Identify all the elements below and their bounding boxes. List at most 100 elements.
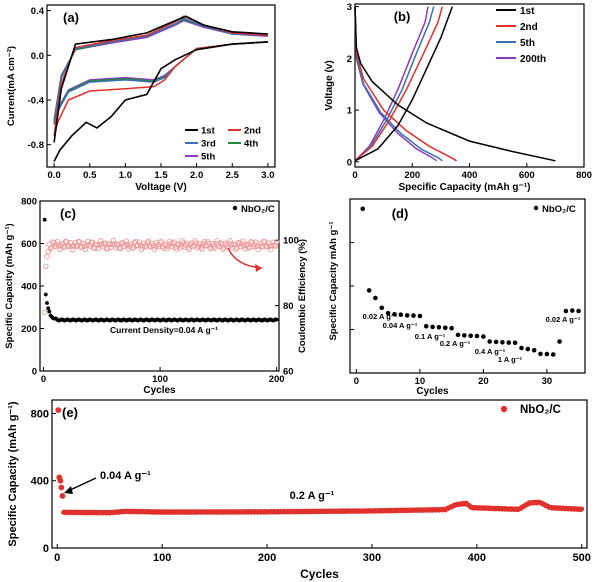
panel-e-point [57,477,64,484]
panel-d-point [360,206,366,212]
panel-c-y2label: Coulombic Efficiency (%) [297,239,308,353]
panel-c-efficiency-point [233,246,239,252]
panel-c-ytick-label: 400 [21,282,37,293]
panel-b-xtick-label: 200 [404,170,420,181]
panel-c-efficiency-point [164,246,170,252]
panel-e-point [58,484,65,491]
panel-d-point [449,325,454,331]
panel-a-xtick-label: 2.0 [190,170,203,181]
panel-b-xlabel: Specific Capacity (mAh g⁻¹) [399,182,531,193]
panel-d-rate-label: 0.02 A g⁻¹ [546,315,581,324]
panel-c-efficiency-point [44,253,50,260]
panel-d-point [512,340,518,346]
panel-c-efficiency-point [158,238,164,245]
panel-c-efficiency-point [97,238,104,244]
panel-c-efficiency-point [94,242,100,249]
panel-d-point [373,295,378,301]
panel-d-rate-label: 0.04 A g⁻¹ [383,321,418,330]
panel-b-frame [354,3,585,168]
panel-e-xtick-label: 300 [363,552,381,564]
panel-c-capacity-point [274,317,279,322]
panel-c-efficiency-point [241,243,247,249]
panel-c-annotation: Current Density=0.04 A g⁻¹ [110,325,218,335]
panel-c-efficiency-point [189,243,196,250]
panel-b-xtick-label: 600 [519,170,535,181]
panel-d-point [481,334,486,339]
panel-d-xtick-label: 0 [354,376,359,387]
panel-d-xtick-label: 30 [542,376,553,387]
panel-c-efficiency-point [245,245,252,251]
panel-d-point [468,333,474,339]
panel-d-xtick-label: 10 [415,376,426,387]
panel-e-legend-label: NbO₂/C [520,404,561,416]
panel-d-ylabel: Specific Capacity mAh g⁻¹ [328,221,339,340]
panel-a-legend-label: 2nd [244,126,261,137]
panel-a-ytick-label: -0.8 [28,140,44,151]
panel-b-series-3-charge [354,6,429,162]
panel-c-efficiency-point [269,242,275,249]
panel-d-point [538,351,543,357]
panel-c-efficiency-point [48,244,55,251]
panel-b-ytick-label: 2 [347,54,352,65]
panel-a-xtick-label: 0.0 [48,170,61,181]
panel-c-efficiency-point [167,240,174,247]
panel-b-legend-label: 5th [520,38,535,49]
panel-d-point [525,346,531,352]
panel-c-efficiency-point [135,242,141,249]
panel-c-ytick-label: 800 [21,197,37,208]
panel-a-xlabel: Voltage (V) [135,182,186,193]
panel-c-efficiency-point [43,263,49,270]
panel-d-point [443,325,448,331]
panel-b-legend-label: 1st [520,6,535,17]
panel-c-efficiency-point [83,242,90,249]
panel-b-series-2-charge [354,6,435,162]
panel-c-efficiency-point [242,246,248,252]
panel-e-frame [51,399,588,549]
panel-c-arrowhead [255,264,262,272]
panel-e-arrow [67,477,97,492]
panel-b-ytick-label: 0 [347,157,352,168]
panel-d-point [392,312,397,317]
panel-b-ytick-label: 1 [347,106,353,117]
panel-c-efficiency-point [41,309,48,315]
panel-e-xtick-label: 0 [54,552,60,564]
panel-c-efficiency-point [157,239,163,246]
panel-c-efficiency-point [71,243,77,249]
panel-c-letter: (c) [60,206,76,221]
panel-c-efficiency-point [122,241,128,248]
panel-c-capacity-point [45,301,49,305]
panel-c-xtick-label: 200 [269,374,285,385]
panel-a-legend-label: 5th [201,152,215,163]
panel-d-point [417,313,423,319]
panel-a-series-0-cathodic [53,41,268,162]
panel-b-ytick-label: 3 [347,2,352,13]
panel-c-capacity-point [47,309,52,314]
panel-d-legend-marker [533,205,539,211]
panel-d-point [436,325,442,330]
panel-c-efficiency-point [199,246,205,252]
panel-e-point [579,506,585,512]
panel-c-efficiency-point [206,240,212,247]
panel-d-letter: (d) [392,206,409,221]
panel-a-legend-label: 4th [244,139,258,150]
panel-e-xlabel: Cycles [300,567,339,581]
panel-a-ylabel: Current(mA cm⁻²) [6,46,17,126]
panel-c-ytick-label: 200 [21,324,37,335]
panel-d-point [462,333,467,338]
panel-d-point [385,310,391,316]
panel-d-point [404,313,410,318]
panel-a-ytick-label: -0.4 [28,95,45,106]
panel-b-series-1-discharge [354,6,457,162]
panel-c-ylabel: Specific Capacity (mAh g⁻¹) [4,223,15,348]
panel-d-point [455,332,461,338]
panel-d-point [366,288,372,293]
panel-a-series-4-cathodic [53,41,268,121]
panel-a-xtick-label: 2.5 [226,170,240,181]
panel-c-xlabel: Cycles [143,385,176,396]
panel-e-arrowhead [64,486,73,494]
panel-b-ylabel: Voltage (v) [324,60,335,110]
panel-c-efficiency-point [151,246,158,253]
panel-d-point [576,308,581,314]
panel-e-xtick-label: 500 [573,552,591,564]
panel-c-efficiency-point [45,248,51,255]
